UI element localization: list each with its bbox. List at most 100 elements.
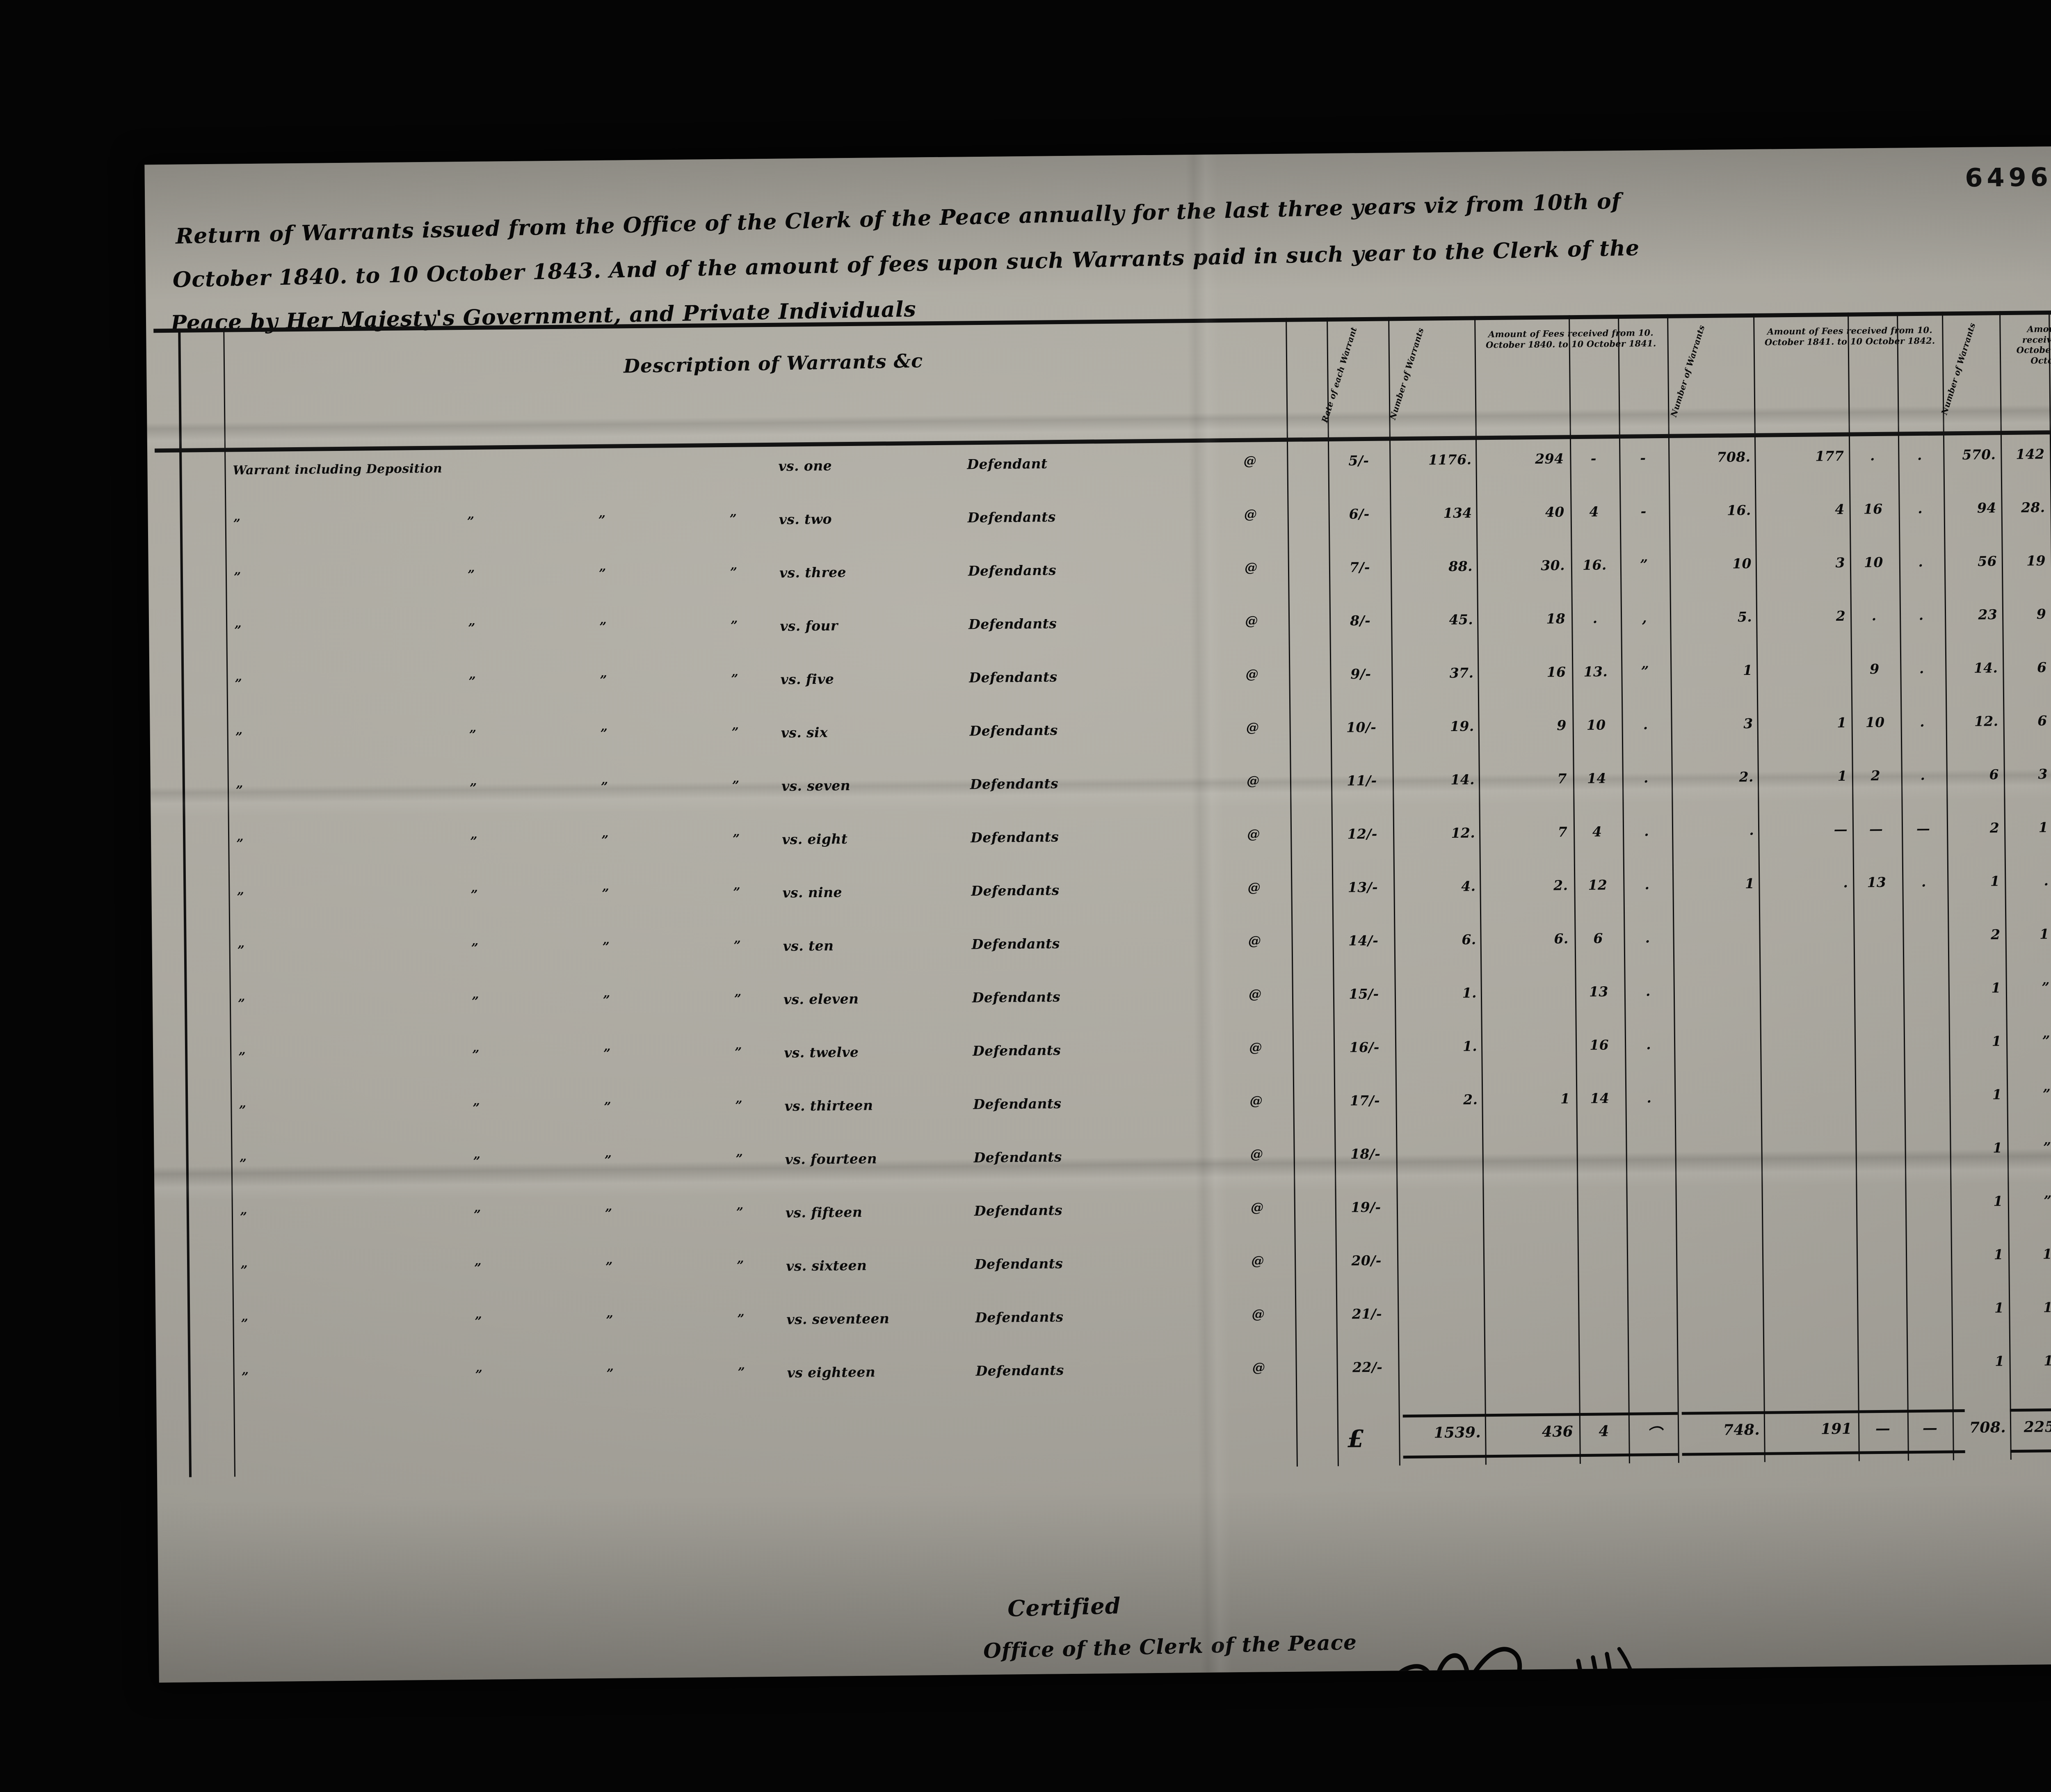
cell-def: Defendants bbox=[974, 1255, 1063, 1273]
cell-def: Defendants bbox=[969, 669, 1057, 686]
cell-d2: ” bbox=[469, 781, 477, 795]
table-row: ”””” vs. four Defendants @8/- 45. 18., 5. 2.. 23… bbox=[156, 605, 2051, 646]
cell-a2l bbox=[1760, 661, 1846, 662]
cell-a1s bbox=[1580, 1303, 1623, 1304]
table-row: Warrant including Deposition vs. one Defen… bbox=[155, 445, 2051, 486]
certification-office: Office of the Clerk of the Peace bbox=[983, 1630, 1357, 1663]
cell-at: @ bbox=[1248, 933, 1261, 949]
cell-vs: vs. six bbox=[781, 724, 828, 741]
cell-a3l: ” bbox=[2042, 1033, 2051, 1049]
certified-label: Certified bbox=[1007, 1592, 1121, 1622]
totals-underline-3 bbox=[2010, 1449, 2051, 1453]
cell-n2: . bbox=[1749, 822, 1754, 839]
cell-d1: ” bbox=[238, 997, 245, 1011]
cell-def: Defendants bbox=[973, 1149, 1062, 1166]
cell-a2s: 13 bbox=[1867, 874, 1887, 891]
table-row: ”””” vs. six Defendants @10/- 19. 9 10. 3 1 10. 12… bbox=[158, 712, 2051, 753]
totals-overline-3 bbox=[2010, 1408, 2051, 1412]
totals-amount-2-pounds: 191 bbox=[1820, 1420, 1852, 1438]
cell-a3l: 9 bbox=[2036, 606, 2046, 622]
cell-n2 bbox=[1679, 1089, 1756, 1090]
cell-at: @ bbox=[1249, 1040, 1263, 1055]
cell-a1l: 30. bbox=[1541, 557, 1565, 574]
cell-a2l: — bbox=[1834, 821, 1848, 838]
table-row: ”””” vs. two Defendants @6/- 134 40 4-16. 4 16. 9… bbox=[155, 498, 2051, 539]
cell-n2 bbox=[1677, 929, 1755, 930]
cell-def: Defendants bbox=[968, 562, 1057, 579]
cell-n3: 12. bbox=[1974, 713, 1998, 729]
cell-a1s: 14 bbox=[1587, 770, 1606, 786]
cell-d1: ” bbox=[235, 783, 243, 798]
cell-d2: ” bbox=[468, 621, 476, 635]
cell-d1: ” bbox=[240, 1263, 248, 1278]
cell-at: @ bbox=[1245, 613, 1258, 629]
cell-rate: 12/- bbox=[1347, 825, 1377, 842]
cell-vs: vs. eight bbox=[782, 831, 848, 848]
cell-def: Defendants bbox=[971, 829, 1059, 846]
cell-a2s: 2 bbox=[1871, 767, 1881, 784]
cell-a1s: 13 bbox=[1589, 983, 1608, 1000]
cell-n1: 37. bbox=[1449, 665, 1474, 681]
cell-n1 bbox=[1399, 1198, 1479, 1199]
cell-n1: 88. bbox=[1448, 558, 1473, 575]
cell-a1d bbox=[1630, 1196, 1671, 1197]
cell-n1 bbox=[1399, 1251, 1479, 1252]
cell-n3: 1 bbox=[1991, 980, 2001, 996]
cell-vs: vs. sixteen bbox=[786, 1257, 867, 1274]
cell-a1s: . bbox=[1592, 610, 1598, 626]
cell-n3: 1 bbox=[1994, 1300, 2004, 1316]
cell-a2l: 4 bbox=[1835, 501, 1845, 517]
cell-at: @ bbox=[1252, 1307, 1265, 1322]
cell-n1: 1. bbox=[1462, 985, 1477, 1001]
cell-rate: 21/- bbox=[1352, 1305, 1382, 1322]
totals-currency-sign: £ bbox=[1347, 1425, 1365, 1453]
cell-a1l bbox=[1485, 1197, 1571, 1198]
cell-a3l: 6 bbox=[2037, 713, 2047, 729]
cell-a3l: 19 bbox=[2026, 553, 2046, 569]
cell-vs: vs. five bbox=[780, 671, 834, 688]
cell-a2d: . bbox=[1917, 500, 1923, 517]
cell-n2: 16. bbox=[1727, 502, 1751, 519]
cell-d2: ” bbox=[473, 1207, 481, 1222]
cell-d3: ” bbox=[602, 886, 610, 901]
cell-a2d: . bbox=[1918, 553, 1923, 570]
cell-a1l bbox=[1484, 1144, 1570, 1145]
cell-a3l: 28. bbox=[2021, 499, 2045, 516]
cell-rate: 6/- bbox=[1349, 505, 1370, 522]
cell-a3l: 1 bbox=[2043, 1352, 2051, 1369]
cell-n1: 1176. bbox=[1428, 451, 1472, 468]
cell-at: @ bbox=[1251, 1253, 1265, 1269]
column-header-rate: Rate of each Warrant bbox=[1319, 326, 1359, 424]
cell-a2d: . bbox=[1919, 660, 1924, 677]
cell-at: @ bbox=[1245, 667, 1259, 682]
signature-flourish-icon bbox=[1383, 1647, 1641, 1683]
cell-a3l: 1 bbox=[2040, 926, 2049, 942]
cell-a1s: - bbox=[1590, 450, 1597, 466]
cell-n3: 1 bbox=[1992, 1033, 2002, 1049]
cell-a1d: . bbox=[1644, 823, 1649, 839]
cell-n1 bbox=[1400, 1358, 1480, 1359]
cell-def: Defendants bbox=[970, 775, 1059, 793]
cell-a2d bbox=[1908, 1300, 1947, 1301]
column-header-amount-2: Amount of Fees received from 10. October… bbox=[1764, 325, 1935, 347]
cell-d1: ” bbox=[235, 677, 242, 691]
totals-amount-2-shillings: — bbox=[1875, 1419, 1891, 1438]
cell-a1l bbox=[1485, 1250, 1571, 1251]
cell-at: @ bbox=[1251, 1200, 1264, 1215]
cell-n2: 3 bbox=[1743, 715, 1753, 732]
cell-n2: 10 bbox=[1732, 555, 1752, 572]
cell-a3l: 1 bbox=[2043, 1299, 2051, 1316]
certification-block: Certified Office of the Clerk of the Pea… bbox=[983, 1589, 1357, 1682]
totals-amount-3-pounds: 225 bbox=[2024, 1418, 2051, 1436]
cell-a2s: . bbox=[1870, 448, 1875, 464]
cell-rate: 5/- bbox=[1348, 452, 1369, 469]
cell-rate: 18/- bbox=[1350, 1145, 1381, 1162]
cell-a2s: 10 bbox=[1864, 554, 1883, 571]
cell-n2 bbox=[1680, 1249, 1758, 1250]
cell-a2d: — bbox=[1916, 820, 1930, 837]
cell-n1: 12. bbox=[1451, 825, 1475, 841]
column-header-number-1: Number of Warrants bbox=[1387, 327, 1426, 421]
table-row: ””””vs. thirteenDefendants@17/-2.114.1”1… bbox=[161, 1085, 2051, 1126]
cell-a1s: 12 bbox=[1588, 877, 1608, 893]
